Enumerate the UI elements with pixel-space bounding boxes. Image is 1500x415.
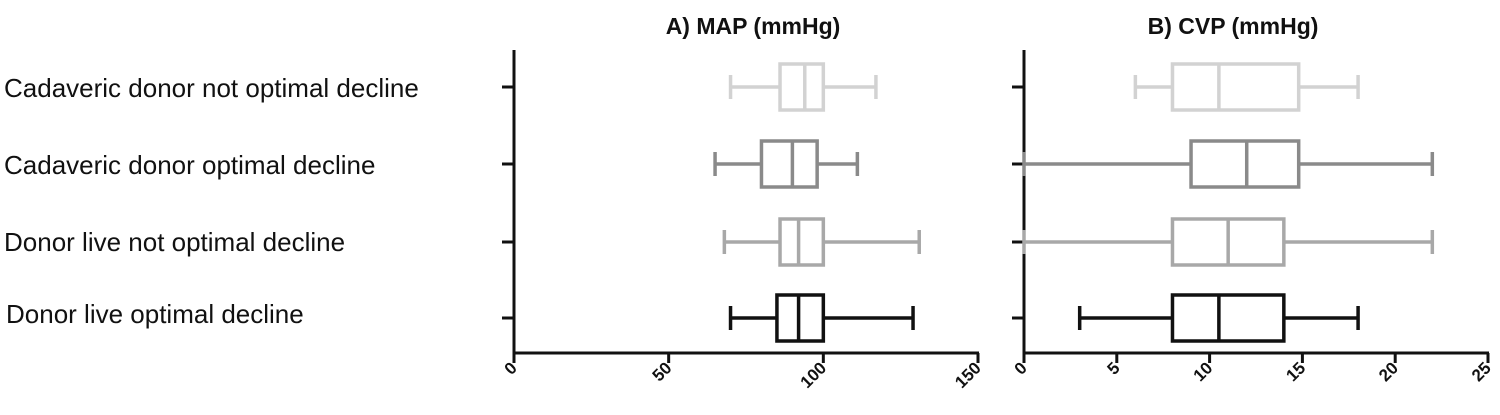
iqr-box (759, 139, 819, 189)
category-label-2: Cadaveric donor optimal decline (4, 150, 375, 180)
box-cvp-4 (1077, 293, 1360, 343)
category-label-4: Donor live optimal decline (6, 299, 304, 329)
panel-cvp: B) CVP (mmHg) 0 5 10 15 20 25 (1011, 13, 1495, 385)
x-tick-label-cvp-1: 5 (1103, 358, 1123, 378)
panel-title-map: A) MAP (mmHg) (666, 13, 841, 39)
x-tick-label-cvp-5: 25 (1468, 358, 1495, 385)
category-label-1: Cadaveric donor not optimal decline (4, 73, 419, 103)
box-cvp-1 (1133, 62, 1360, 112)
iqr-box (778, 217, 826, 267)
x-tick-label-cvp-3: 15 (1282, 358, 1309, 385)
box-map-3 (722, 217, 921, 267)
x-tick-label-cvp-2: 10 (1190, 358, 1217, 385)
category-label-3: Donor live not optimal decline (4, 227, 345, 257)
iqr-box (1170, 62, 1301, 112)
iqr-box (1189, 139, 1301, 189)
x-tick-label-map-2: 100 (797, 358, 830, 391)
box-cvp-2 (1022, 139, 1435, 189)
category-labels: Cadaveric donor not optimal decline Cada… (4, 73, 419, 329)
panel-title-cvp: B) CVP (mmHg) (1148, 13, 1319, 39)
x-tick-label-map-1: 50 (649, 358, 676, 385)
box-map-1 (728, 62, 878, 112)
box-map-4 (728, 293, 915, 343)
panel-map: A) MAP (mmHg) 0 50 100 150 (501, 13, 985, 392)
box-map-2 (713, 139, 860, 189)
x-tick-label-cvp-4: 20 (1375, 358, 1402, 385)
box-cvp-3 (1022, 217, 1435, 267)
x-tick-label-map-3: 150 (951, 358, 984, 391)
iqr-box (778, 62, 826, 112)
x-tick-label-cvp-0: 0 (1011, 358, 1031, 378)
x-tick-label-map-0: 0 (501, 358, 521, 378)
iqr-box (1170, 293, 1286, 343)
